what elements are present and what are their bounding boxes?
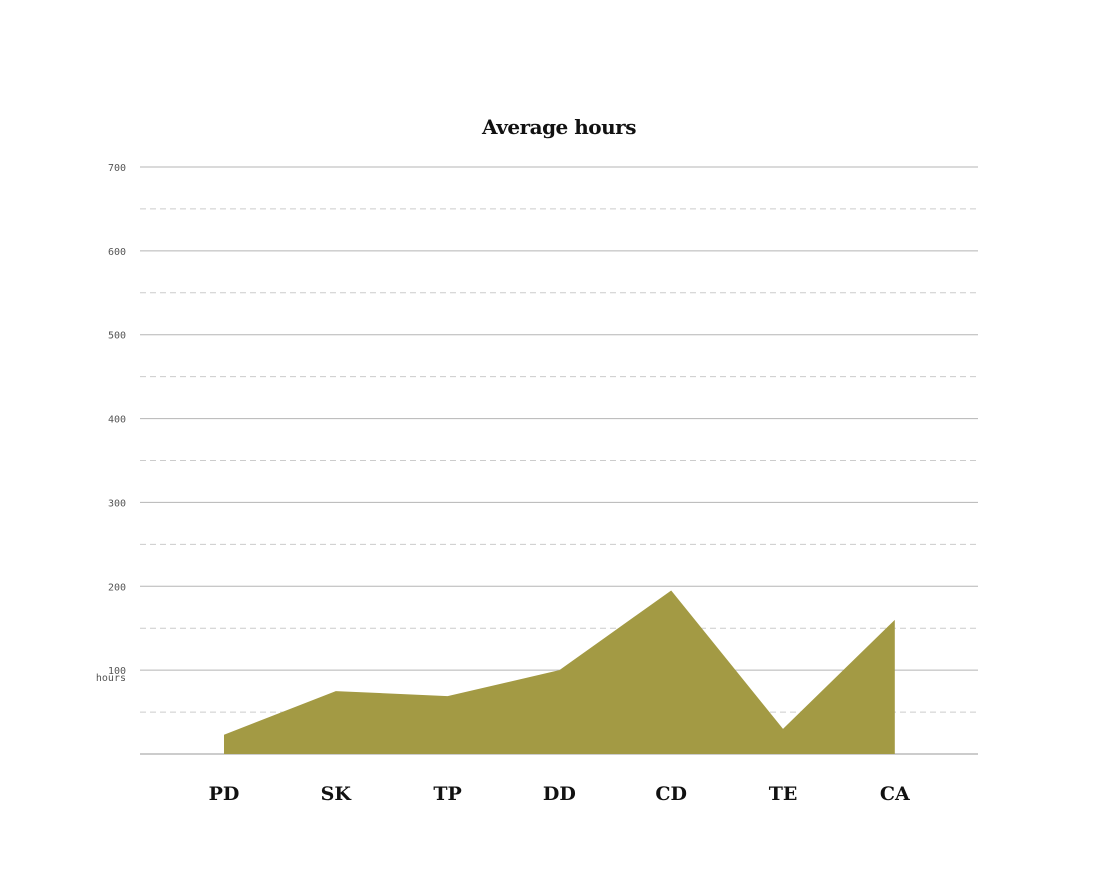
y-tick-label: 600 <box>108 247 126 258</box>
area-fill <box>224 590 895 754</box>
y-tick-label: 700 <box>108 163 126 174</box>
y-axis-unit-label: hours <box>96 673 126 684</box>
y-tick-label: 300 <box>108 498 126 509</box>
y-tick-label: 400 <box>108 415 126 426</box>
y-tick-label: 200 <box>108 582 126 593</box>
y-tick-label: 500 <box>108 331 126 342</box>
chart-title: Average hours <box>481 115 636 139</box>
x-category-label: TE <box>769 783 798 805</box>
y-tick-label: 100 <box>108 666 126 677</box>
x-category-label: DD <box>543 783 576 805</box>
x-category-label: TP <box>433 783 461 805</box>
x-category-label: PD <box>209 783 240 805</box>
x-category-label: SK <box>321 783 353 805</box>
area-series <box>224 590 895 754</box>
x-category-label: CA <box>880 783 910 805</box>
x-category-label: CD <box>655 783 687 805</box>
y-axis-ticks: 100 200 300 400 500 600 700 <box>108 163 126 677</box>
x-axis-categories: PD SK TP DD CD TE CA <box>209 783 910 805</box>
gridlines <box>140 166 978 755</box>
